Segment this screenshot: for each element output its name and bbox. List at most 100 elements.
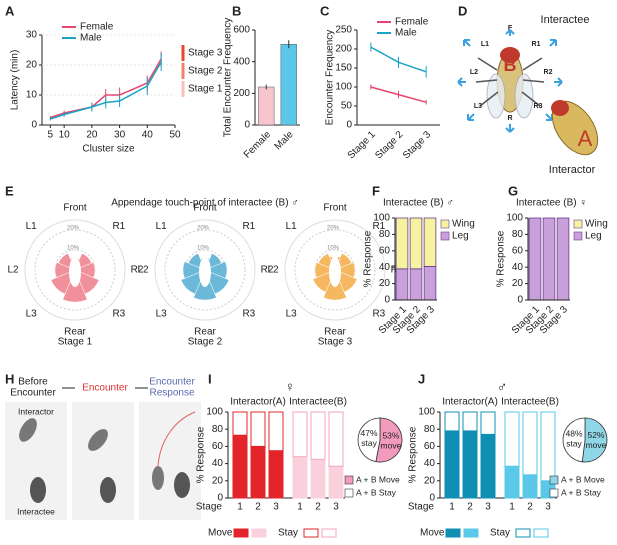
stage-title: Stage 3: [318, 337, 353, 348]
legend-swatch: [445, 528, 461, 538]
bar-segment: [423, 265, 437, 301]
panel-letter: A: [5, 3, 15, 18]
panel-title: Interactee (B) ♂: [383, 198, 454, 209]
x-tick-label: 3: [333, 502, 339, 513]
fly-label: B: [504, 55, 517, 75]
x-tick-label: 5: [48, 130, 54, 141]
y-tick-label: 100: [373, 213, 390, 224]
x-axis-label: Stage: [408, 502, 435, 513]
panel-letter: I: [208, 371, 212, 386]
part-label: L3: [474, 103, 482, 110]
direction-label: R3: [112, 308, 125, 319]
y-tick-label: 20: [424, 475, 436, 486]
y-tick-label: 60: [212, 441, 224, 452]
y-axis-label: Latency (min): [10, 50, 21, 111]
x-tick-label: 3: [545, 502, 551, 513]
legend-label: Female: [80, 22, 114, 33]
annotation: Stage 3: [188, 48, 223, 59]
r-tick-label: 10%: [67, 246, 80, 252]
legend-label: A + B Stay: [356, 487, 397, 497]
bar-segment: [480, 411, 496, 435]
bar-segment: [395, 217, 409, 270]
diagram-title: Interactee: [541, 14, 590, 26]
y-tick-label: 200: [335, 44, 352, 55]
series-line: [50, 61, 162, 120]
legend-label: Stay: [278, 528, 298, 539]
bar-segment: [292, 456, 308, 499]
x-tick-label: Male: [273, 129, 296, 152]
y-tick-label: 20: [212, 475, 224, 486]
petal: [182, 261, 206, 279]
panel-letter: E: [5, 183, 14, 198]
direction-label: R1: [242, 221, 255, 232]
y-tick-label: 100: [506, 213, 523, 224]
group-label: Interactor(A): [442, 397, 498, 408]
panel-letter: G: [508, 183, 518, 198]
direction-label: Front: [323, 203, 347, 214]
bar-segment: [328, 411, 344, 467]
x-tick-label: 1: [237, 502, 243, 513]
legend-swatch: [344, 488, 354, 498]
y-tick-label: 40: [212, 458, 224, 469]
x-tick-label: 50: [169, 130, 181, 141]
panel-letter: J: [418, 371, 425, 386]
fly-head: [201, 251, 209, 259]
series-line: [370, 46, 427, 73]
y-tick-label: 40: [512, 262, 524, 273]
panel-letter: H: [5, 371, 14, 386]
diagram-d-art: [457, 29, 599, 156]
bar-segment: [540, 411, 556, 482]
polar-grid: [34, 229, 116, 311]
direction-label: Front: [193, 203, 217, 214]
bar: [280, 44, 297, 126]
y-tick-label: 0: [217, 493, 223, 504]
legend-label: Move: [420, 528, 445, 539]
polar-outline: [24, 219, 126, 321]
direction-label: R2: [261, 265, 274, 276]
bar-segment: [232, 434, 248, 499]
polar-outline: [154, 219, 256, 321]
pie-category-label: move: [381, 440, 402, 450]
r-tick-label: 20%: [67, 226, 80, 232]
bar-segment: [232, 411, 248, 436]
bar-segment: [522, 474, 538, 499]
petal: [180, 269, 206, 295]
legend-swatch: [303, 528, 319, 538]
photo-label: Interactee: [17, 506, 55, 516]
pie-category-label: stay: [566, 439, 582, 449]
legend-swatch: [549, 488, 559, 498]
bar-segment: [310, 458, 326, 499]
direction-label: R2: [131, 265, 144, 276]
y-tick-label: 100: [206, 407, 223, 418]
fly-label: A: [578, 126, 593, 151]
y-axis-label: % Response: [363, 230, 374, 287]
y-tick-label: 60: [379, 245, 391, 256]
panel-title: Interactee (B) ♀: [516, 198, 587, 209]
y-tick-label: 80: [212, 424, 224, 435]
legend-swatch: [251, 528, 267, 538]
y-tick-label: 250: [335, 25, 352, 36]
legend-label: Stay: [490, 528, 510, 539]
x-tick-label: 20: [86, 130, 98, 141]
pie-category-label: stay: [361, 438, 377, 448]
x-tick-label: 1: [297, 502, 303, 513]
direction-label: R1: [372, 221, 385, 232]
part-label: F: [508, 25, 513, 32]
y-tick-label: 40: [379, 262, 391, 273]
bar: [258, 86, 275, 126]
direction-label: R1: [112, 221, 125, 232]
legend-swatch: [344, 475, 354, 485]
polar-grid: [294, 229, 376, 311]
x-tick-label: 2: [527, 502, 533, 513]
bar-segment: [504, 411, 520, 467]
direction-label: Rear: [64, 327, 86, 338]
y-tick-label: 400: [233, 56, 250, 67]
x-tick-label: Female: [242, 129, 274, 161]
stage-title: Stage 1: [58, 337, 93, 348]
x-tick-label: Stage 1: [346, 129, 378, 161]
legend-swatch: [440, 231, 450, 241]
r-tick-label: 10%: [197, 246, 210, 252]
legend-label: Leg: [585, 231, 602, 242]
y-axis-label: Encounter Frequency: [325, 30, 336, 126]
